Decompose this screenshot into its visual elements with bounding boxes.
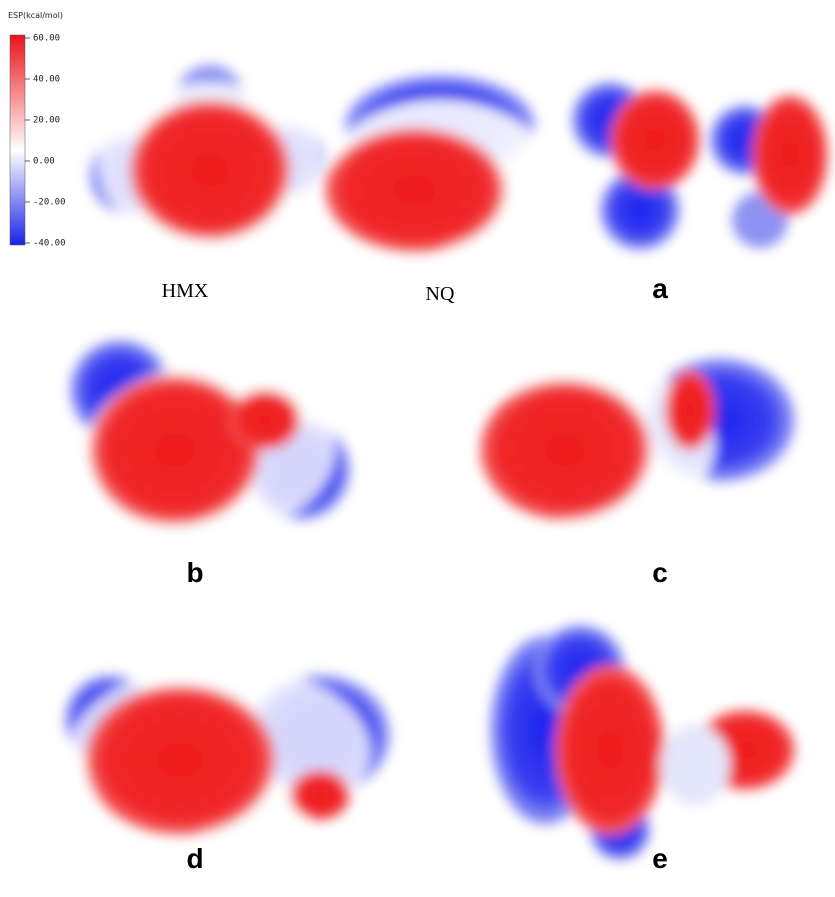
panel-label: a xyxy=(652,273,668,304)
tick-label: 60.00 xyxy=(33,34,60,44)
molecule-b xyxy=(70,340,350,535)
panel-label: HMX xyxy=(162,280,209,302)
molecule-nq xyxy=(325,75,550,252)
tick-label: -20.00 xyxy=(33,198,66,208)
tick-label: -40.00 xyxy=(33,239,66,249)
tick-label: 40.00 xyxy=(33,75,60,85)
panel-label: e xyxy=(652,843,668,874)
molecule-d xyxy=(65,665,390,835)
panel-label: b xyxy=(186,557,203,588)
colorbar-title: ESP(kcal/mol) xyxy=(8,11,63,20)
panel-label: c xyxy=(652,557,668,588)
molecule-e xyxy=(490,625,795,860)
molecule-c xyxy=(480,358,795,525)
molecule-a xyxy=(572,82,828,250)
molecule-hmx xyxy=(90,65,325,247)
tick-label: 0.00 xyxy=(33,157,55,167)
tick-label: 20.00 xyxy=(33,116,60,126)
figure: ESP(kcal/mol) 60.00 40.00 20.00 0.00 -20.00 -… xyxy=(0,0,835,897)
colorbar-ticks: 60.00 40.00 20.00 0.00 -20.00 -40.00 xyxy=(25,34,66,249)
panel-label: d xyxy=(186,843,203,874)
panel-label: NQ xyxy=(426,283,455,305)
colorbar xyxy=(10,35,25,245)
